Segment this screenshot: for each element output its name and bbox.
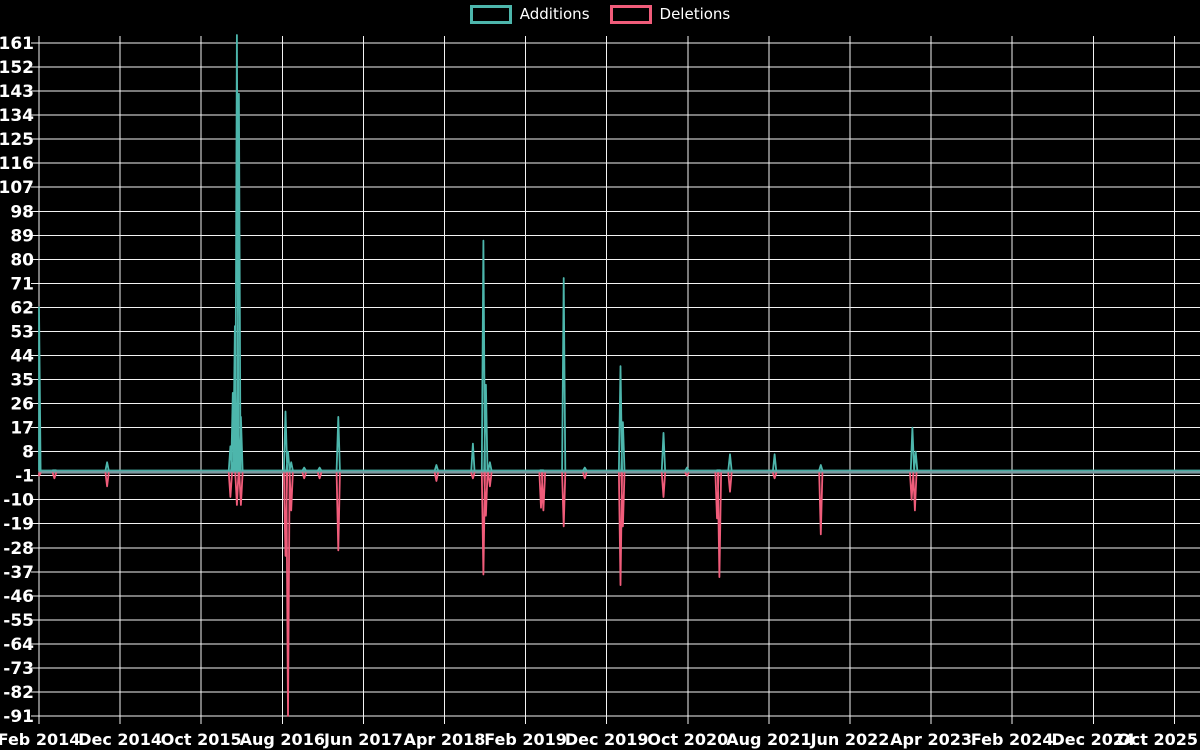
svg-text:143: 143 [0,82,34,102]
svg-text:-37: -37 [3,563,34,583]
y-axis-tick-labels: 161 152 143 134 125 116 107 98 89 80 71 62 53 44 35 26 1… [0,34,34,727]
additions-swatch-icon [469,5,512,24]
svg-text:Dec 2019: Dec 2019 [565,730,649,749]
svg-text:Dec 2024: Dec 2024 [1051,730,1135,749]
svg-text:152: 152 [0,58,34,78]
deletions-swatch-icon [609,5,652,24]
svg-text:-19: -19 [3,515,34,535]
svg-text:125: 125 [0,130,34,150]
svg-text:134: 134 [0,106,34,126]
svg-text:Apr 2023: Apr 2023 [890,730,972,749]
svg-text:89: 89 [10,226,34,246]
svg-text:-82: -82 [3,683,34,703]
svg-text:62: 62 [10,298,34,318]
svg-text:Dec 2014: Dec 2014 [78,730,162,749]
svg-text:107: 107 [0,178,34,198]
svg-text:-10: -10 [3,491,34,511]
svg-text:116: 116 [0,154,34,174]
svg-text:Feb 2019: Feb 2019 [484,730,567,749]
gridlines [31,36,1200,724]
svg-text:Jun 2017: Jun 2017 [323,730,403,749]
chart-legend: Additions Deletions [0,5,1200,24]
svg-text:-73: -73 [3,659,34,679]
legend-item-deletions[interactable]: Deletions [609,5,731,24]
deletions-series-line [38,472,918,717]
baseline-band [39,471,1200,474]
svg-text:Jun 2022: Jun 2022 [810,730,890,749]
svg-text:-46: -46 [3,587,34,607]
additions-series-line [38,34,919,472]
svg-text:71: 71 [10,274,34,294]
svg-text:-1: -1 [15,467,34,487]
svg-text:-28: -28 [3,539,34,559]
svg-text:-91: -91 [3,707,34,727]
svg-text:Oct 2025: Oct 2025 [1117,730,1198,749]
svg-text:98: 98 [10,202,34,222]
svg-text:17: 17 [10,419,34,439]
legend-label-additions: Additions [519,5,590,23]
legend-label-deletions: Deletions [659,5,731,23]
svg-text:-64: -64 [3,635,34,655]
svg-text:161: 161 [0,34,34,54]
svg-text:Aug 2021: Aug 2021 [726,730,811,749]
svg-text:26: 26 [10,395,34,415]
svg-text:Oct 2015: Oct 2015 [161,730,242,749]
svg-text:53: 53 [10,322,34,342]
svg-text:44: 44 [10,347,34,367]
svg-text:Aug 2016: Aug 2016 [240,730,325,749]
svg-text:Oct 2020: Oct 2020 [647,730,728,749]
svg-text:Feb 2014: Feb 2014 [0,730,80,749]
svg-text:35: 35 [10,371,34,391]
svg-text:Feb 2024: Feb 2024 [971,730,1054,749]
svg-text:8: 8 [22,443,34,463]
legend-item-additions[interactable]: Additions [469,5,590,24]
svg-text:Apr 2018: Apr 2018 [404,730,486,749]
svg-text:-55: -55 [3,611,34,631]
svg-text:80: 80 [10,250,34,270]
